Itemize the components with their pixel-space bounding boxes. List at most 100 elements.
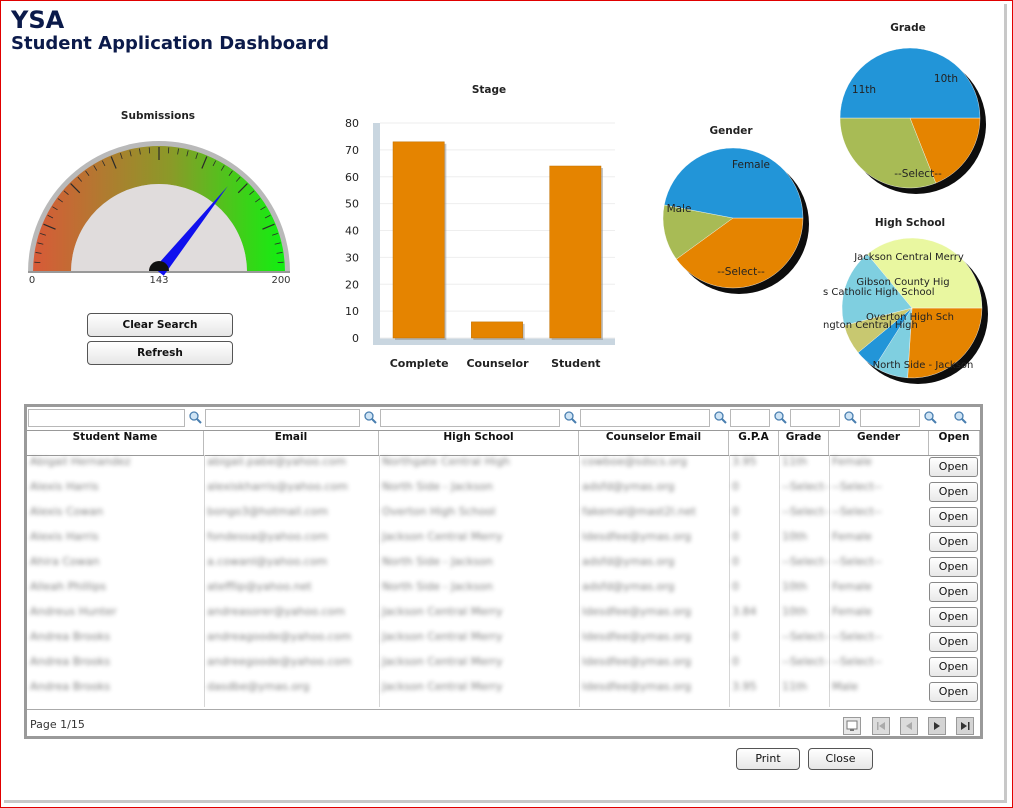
submissions-gauge: 0 143 200: [28, 141, 291, 286]
cell-student-name: Ahira Cowan: [30, 555, 100, 568]
column-header-gender[interactable]: Gender: [829, 431, 929, 455]
export-icon[interactable]: [843, 717, 861, 735]
cell-email: atefflip@yahoo.net: [207, 580, 312, 593]
gauge-tick: [186, 150, 189, 157]
cell-gender: Female: [832, 530, 872, 543]
gauge-tick: [255, 198, 261, 203]
cell-counselor-email: adsfd@ymas.org: [582, 555, 675, 568]
pie-label: --Select--: [717, 266, 765, 278]
clear-search-button[interactable]: Clear Search: [87, 313, 233, 337]
gauge-tick: [37, 242, 44, 245]
gauge-tick: [63, 190, 69, 196]
filter-cell: [28, 409, 203, 427]
open-button[interactable]: Open: [929, 482, 978, 502]
column-header-gpa[interactable]: G.P.A: [729, 431, 779, 455]
y-tick-label: 50: [345, 198, 359, 211]
column-header-grade[interactable]: Grade: [779, 431, 829, 455]
column-header-high-school[interactable]: High School: [379, 431, 579, 455]
gauge-tick: [129, 150, 132, 157]
gauge-tick: [93, 165, 98, 171]
high-school-pie-chart: Jackson Central Merry Gibson County Higs …: [823, 237, 988, 384]
open-button[interactable]: Open: [929, 682, 978, 702]
cell-grade: --Select--: [782, 630, 829, 643]
filter-input-counselor-email[interactable]: [580, 409, 710, 427]
last-page-icon[interactable]: [956, 717, 974, 735]
cell-email: dasdbe@ymas.org: [207, 680, 310, 693]
previous-page-icon[interactable]: [900, 717, 918, 735]
table-row[interactable]: Alleah Phillips atefflip@yahoo.net North S…: [27, 580, 980, 605]
search-icon[interactable]: [952, 409, 968, 427]
cell-student-name: Alexis Cowan: [30, 505, 104, 518]
open-button[interactable]: Open: [929, 607, 978, 627]
filter-input-student-name[interactable]: [28, 409, 185, 427]
first-page-icon[interactable]: [872, 717, 890, 735]
cell-gpa: 0: [732, 655, 739, 668]
open-button[interactable]: Open: [929, 632, 978, 652]
y-tick-label: 40: [345, 225, 359, 238]
cell-student-name: Abigail Hernandez: [30, 455, 131, 468]
dashboard-panel: [4, 4, 1007, 803]
gauge-title: Submissions: [120, 110, 196, 122]
gauge-tick: [260, 206, 266, 211]
print-button[interactable]: Print: [736, 748, 800, 770]
table-row[interactable]: Ahira Cowan a.cowanl@yahoo.com North Side …: [27, 555, 980, 580]
gauge-tick: [39, 232, 46, 236]
pie-label: Female: [732, 159, 770, 171]
filter-row: [27, 407, 980, 429]
column-divider: [579, 455, 580, 707]
close-button[interactable]: Close: [808, 748, 873, 770]
stage-chart-title: Stage: [471, 84, 507, 96]
open-button[interactable]: Open: [929, 557, 978, 577]
search-icon[interactable]: [187, 409, 203, 427]
table-row[interactable]: Alexis Cowan bongo3@hotmail.com Overton Hi…: [27, 505, 980, 530]
filter-input-gpa[interactable]: [730, 409, 770, 427]
column-divider: [204, 455, 205, 707]
column-header-student-name[interactable]: Student Name: [27, 431, 204, 455]
filter-input-high-school[interactable]: [380, 409, 560, 427]
filter-input-gender[interactable]: [860, 409, 920, 427]
cell-grade: 11th: [782, 455, 808, 468]
grade-pie-chart: 10th 11th --Select--: [839, 47, 986, 194]
search-icon[interactable]: [712, 409, 728, 427]
filter-input-email[interactable]: [205, 409, 360, 427]
column-header-open[interactable]: Open: [929, 431, 980, 455]
search-icon[interactable]: [842, 409, 858, 427]
refresh-button[interactable]: Refresh: [87, 341, 233, 365]
open-button[interactable]: Open: [929, 532, 978, 552]
cell-gender: Female: [832, 580, 872, 593]
table-row[interactable]: Andreus Hunter andreasorer@yahoo.com Jacks…: [27, 605, 980, 630]
gauge-tick: [177, 148, 179, 155]
search-icon[interactable]: [772, 409, 788, 427]
table-row[interactable]: Andrea Brooks andreegoode@yahoo.com Jackso…: [27, 655, 980, 680]
open-button[interactable]: Open: [929, 457, 978, 477]
open-button[interactable]: Open: [929, 507, 978, 527]
gauge-tick: [139, 148, 141, 155]
column-header-counselor-email[interactable]: Counselor Email: [579, 431, 729, 455]
open-button[interactable]: Open: [929, 582, 978, 602]
column-divider: [729, 455, 730, 707]
cell-grade: --Select--: [782, 505, 829, 518]
pie-slice: [867, 237, 983, 309]
pie-label: ngton Central High: [823, 320, 918, 331]
search-icon[interactable]: [922, 409, 938, 427]
filter-input-grade[interactable]: [790, 409, 840, 427]
cell-student-name: Andrea Brooks: [30, 655, 111, 668]
grid-pager: Page 1/15: [27, 709, 980, 740]
search-icon[interactable]: [362, 409, 378, 427]
cell-counselor-email: adsfd@ymas.org: [582, 480, 675, 493]
column-header-email[interactable]: Email: [204, 431, 379, 455]
table-row[interactable]: Andrea Brooks dasdbe@ymas.org Jackson Cent…: [27, 680, 980, 705]
cell-gpa: 0: [732, 480, 739, 493]
open-button[interactable]: Open: [929, 657, 978, 677]
table-row[interactable]: Abigail Hernandez abigail.pabe@yahoo.com N…: [27, 455, 980, 480]
cell-high-school: North Side - Jackson: [382, 555, 493, 568]
table-row[interactable]: Alexis Harris fondessa@yahoo.com Jackson C…: [27, 530, 980, 555]
table-row[interactable]: Andrea Brooks andreagoode@yahoo.com Jackso…: [27, 630, 980, 655]
filter-cell: [580, 409, 728, 427]
search-icon[interactable]: [562, 409, 578, 427]
stage-bar-chart: 80 70 60 50 40 30 20 10 0 Complete Counselor Studen…: [345, 117, 615, 370]
cell-counselor-email: cowboe@sdscs.org: [582, 455, 688, 468]
next-page-icon[interactable]: [928, 717, 946, 735]
table-row[interactable]: Alexis Harris alexiskharris@yahoo.com Nort…: [27, 480, 980, 505]
page-indicator: Page 1/15: [30, 718, 85, 731]
